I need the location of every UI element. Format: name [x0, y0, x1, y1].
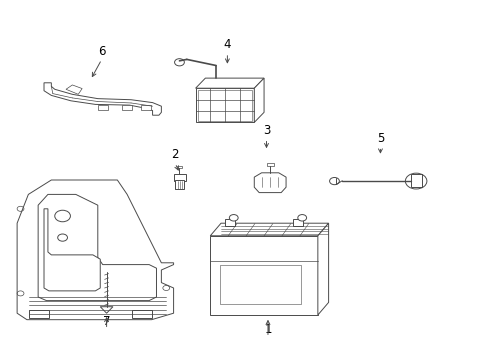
Bar [198, 90, 251, 121]
Polygon shape [141, 105, 150, 110]
Polygon shape [44, 83, 161, 115]
Polygon shape [195, 78, 264, 88]
Bar [220, 265, 300, 304]
Polygon shape [254, 173, 285, 193]
Bar [173, 174, 185, 181]
Polygon shape [17, 180, 173, 320]
Polygon shape [98, 105, 107, 110]
Text: 6: 6 [98, 45, 105, 58]
Text: 7: 7 [102, 315, 110, 328]
Bar [195, 88, 254, 122]
Bar [175, 180, 184, 189]
Text: 4: 4 [223, 38, 231, 51]
Bar [29, 310, 49, 318]
Text: 2: 2 [171, 148, 179, 161]
Text: 5: 5 [376, 132, 384, 145]
Polygon shape [38, 194, 156, 301]
Bar [293, 219, 303, 226]
Bar [266, 163, 273, 166]
Bar [224, 219, 234, 226]
Bar [410, 174, 421, 187]
Circle shape [229, 215, 238, 221]
Bar [177, 166, 182, 168]
Polygon shape [122, 105, 132, 110]
Text: 3: 3 [262, 124, 270, 137]
Bar [210, 236, 317, 315]
Polygon shape [44, 209, 100, 291]
Bar [132, 310, 151, 318]
Circle shape [297, 215, 306, 221]
Polygon shape [317, 223, 328, 315]
Polygon shape [254, 78, 264, 122]
Text: 1: 1 [264, 323, 271, 336]
Polygon shape [100, 307, 113, 313]
Polygon shape [210, 223, 328, 236]
Polygon shape [66, 85, 82, 94]
